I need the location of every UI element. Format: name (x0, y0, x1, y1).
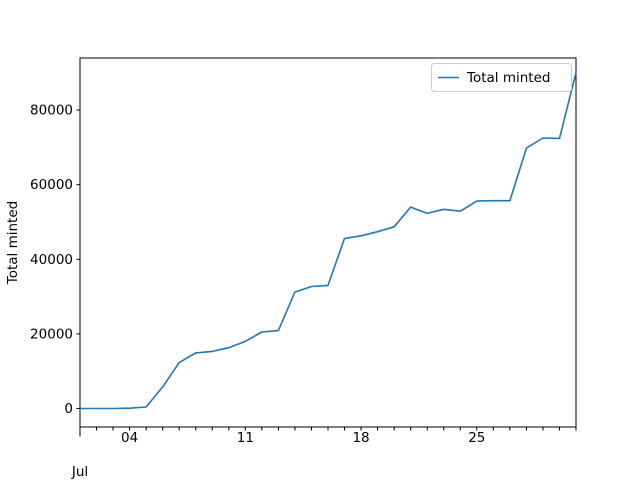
x-tick-label: 11 (237, 430, 254, 446)
x-axis: 04 11 18 25 (79, 427, 577, 446)
total-minted-line (80, 72, 577, 410)
x-tick-label: 25 (468, 430, 485, 446)
x-tick-label: 04 (121, 430, 138, 446)
y-tick-label: 0 (64, 401, 73, 417)
legend: Total minted (431, 63, 572, 92)
y-axis: 0 20000 40000 60000 80000 (30, 103, 80, 417)
legend-box (431, 63, 572, 92)
y-tick-label: 40000 (30, 252, 73, 268)
x-tick-label: 18 (352, 430, 369, 446)
month-label: Jul (71, 464, 88, 480)
y-tick-label: 60000 (30, 177, 73, 193)
y-tick-label: 80000 (30, 103, 73, 119)
y-tick-label: 20000 (30, 326, 73, 342)
y-axis-label: Total minted (5, 201, 21, 285)
plot-area (79, 57, 577, 428)
legend-label: Total minted (466, 70, 550, 86)
